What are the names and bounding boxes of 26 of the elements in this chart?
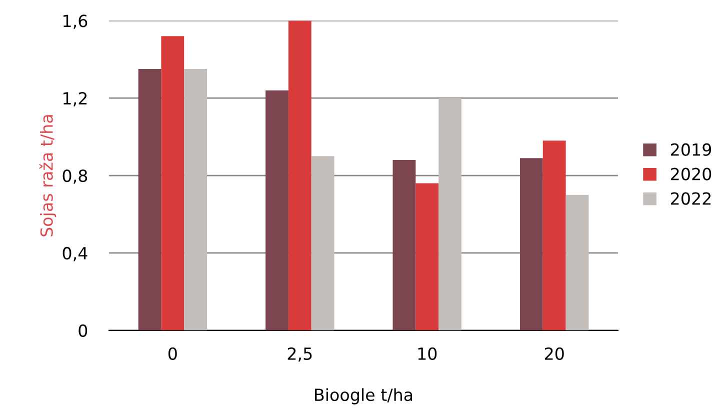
bar: [566, 194, 589, 330]
y-axis-title: Sojas raža t/ha: [39, 115, 56, 236]
bar: [416, 183, 439, 330]
x-axis-title: Bioogle t/ha: [315, 388, 412, 404]
bar: [392, 160, 416, 330]
x-tick-label: 20: [544, 347, 564, 360]
legend-label: 2022: [671, 192, 711, 205]
x-tick-label: 10: [418, 347, 437, 360]
x-tick-label: 2,5: [288, 347, 312, 362]
y-tick-label: 0: [78, 324, 88, 337]
bar: [288, 20, 312, 330]
y-tick-label: 0,4: [62, 246, 88, 262]
bar: [161, 36, 184, 330]
y-tick-label: 1,2: [64, 92, 87, 106]
x-tick-label: 0: [168, 347, 177, 360]
legend-label: 2019: [671, 143, 712, 156]
bar: [138, 69, 162, 330]
bar: [311, 156, 334, 330]
bar: [520, 158, 543, 330]
bar: [266, 90, 288, 330]
bar: [542, 140, 566, 330]
legend-label: 2020: [671, 168, 712, 180]
y-tick-label: 0,8: [62, 169, 88, 184]
bar: [438, 98, 462, 330]
bar: [184, 69, 208, 330]
y-tick-label: 1,6: [64, 14, 88, 29]
